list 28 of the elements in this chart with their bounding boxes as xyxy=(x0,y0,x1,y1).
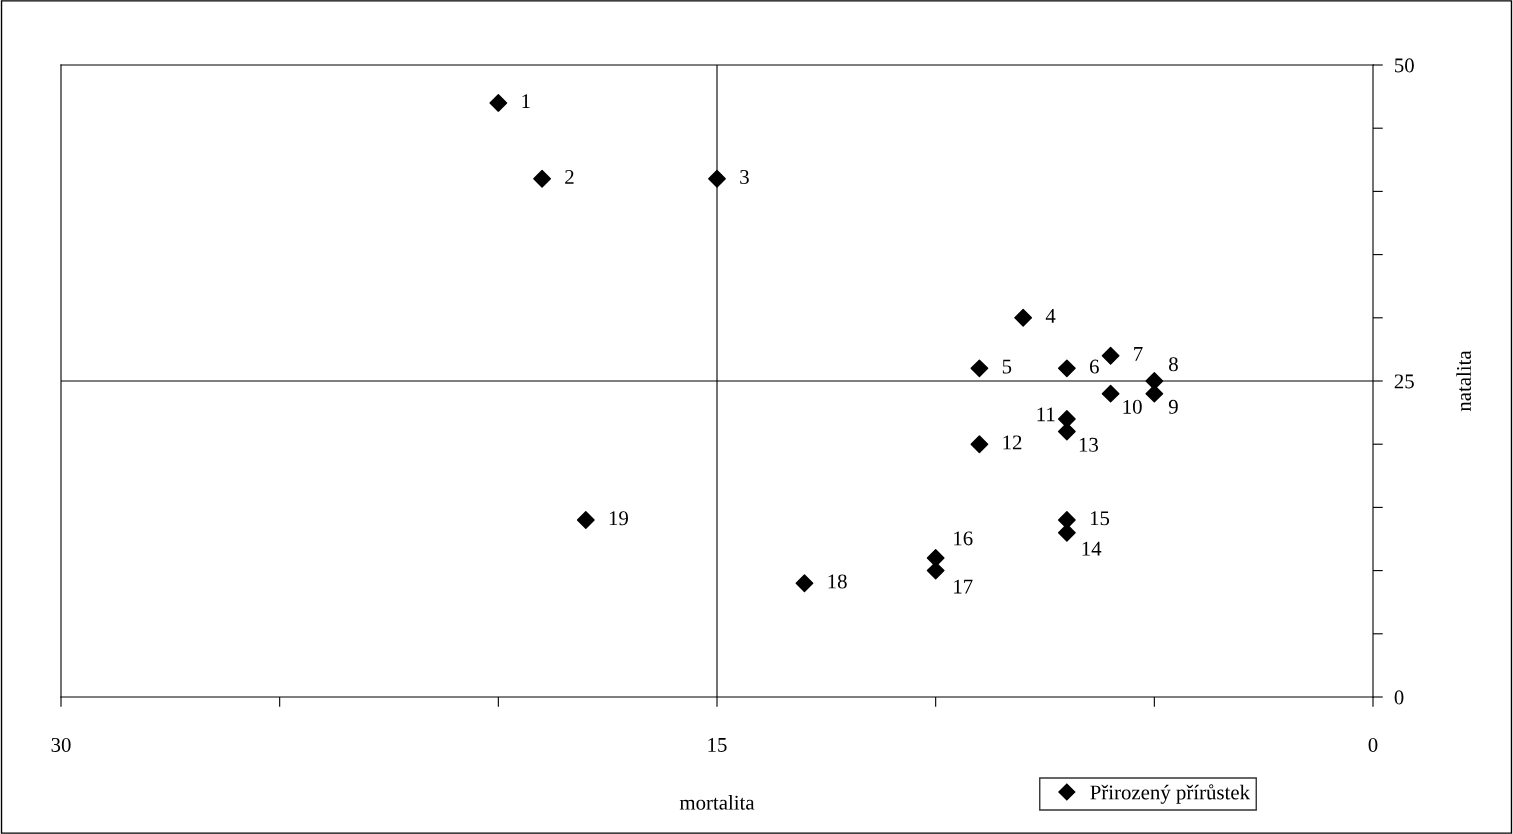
legend-label: Přirozený přírůstek xyxy=(1090,784,1250,804)
x-tick-label: 15 xyxy=(708,737,727,752)
annotation: 17 xyxy=(954,579,973,594)
annotation: 11 xyxy=(1037,407,1055,422)
annotation: 2 xyxy=(565,169,574,184)
annotation: 13 xyxy=(1079,437,1098,452)
annotation: 4 xyxy=(1045,309,1056,323)
x-axis-title: mortalita xyxy=(679,795,755,810)
annotation: 16 xyxy=(954,531,973,546)
annotation: 14 xyxy=(1082,541,1102,556)
annotation: 8 xyxy=(1169,357,1178,372)
y-tick-label: 50 xyxy=(1395,58,1414,73)
annotation: 9 xyxy=(1168,399,1178,414)
y-axis-title: natalita xyxy=(1456,350,1471,412)
x-tick-label: 0 xyxy=(1368,737,1378,752)
annotation: 7 xyxy=(1134,347,1143,361)
x-tick-label: 30 xyxy=(51,737,71,752)
annotation: 3 xyxy=(740,169,749,184)
annotation: 6 xyxy=(1089,359,1099,374)
y-tick-label: 25 xyxy=(1394,374,1414,389)
annotation: 12 xyxy=(1003,435,1022,450)
annotation: 1 xyxy=(522,94,530,108)
annotation: 5 xyxy=(1002,359,1012,374)
y-tick-label: 0 xyxy=(1394,690,1404,705)
annotation: 10 xyxy=(1123,399,1142,414)
annotation: 15 xyxy=(1090,511,1110,526)
annotation: 19 xyxy=(609,511,628,526)
annotation: 18 xyxy=(828,574,847,589)
